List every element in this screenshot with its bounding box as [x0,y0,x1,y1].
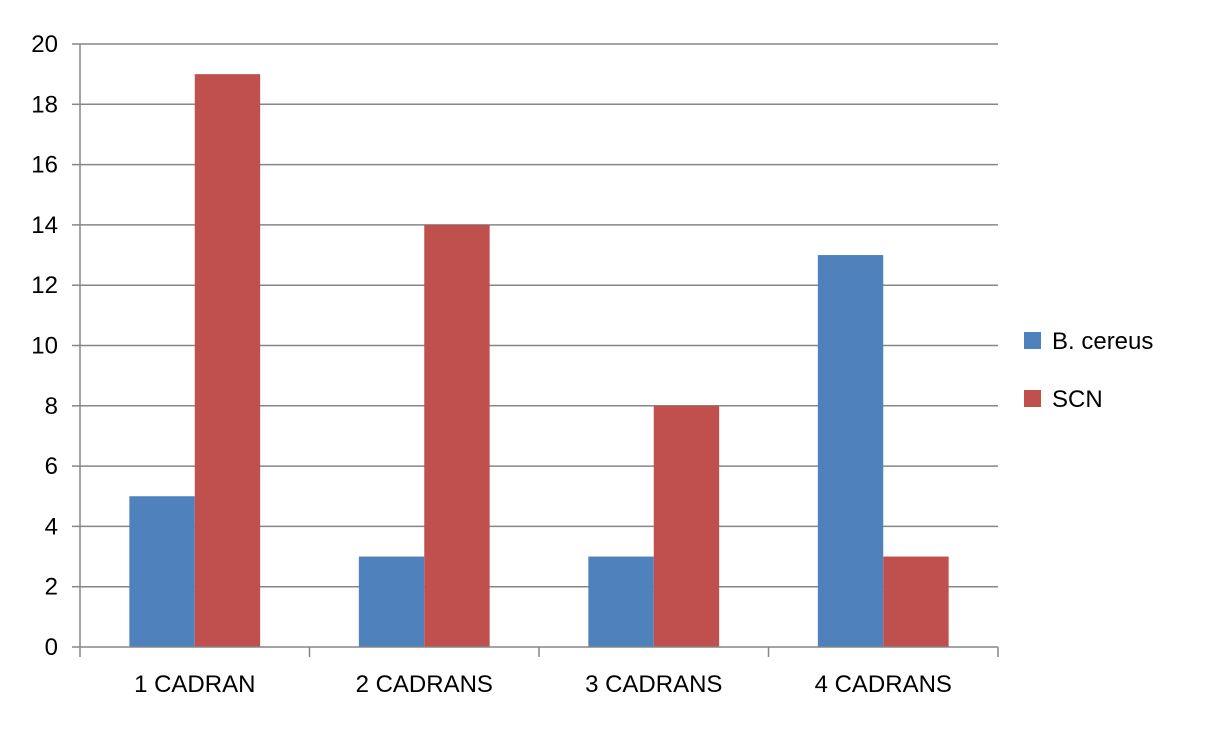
bar-scn-4 [883,556,949,647]
y-tick-label: 20 [31,31,58,58]
y-tick-label: 10 [31,333,58,360]
x-tick-label: 2 CADRANS [356,671,493,698]
y-tick-label: 8 [45,393,58,420]
bar-scn-3 [653,405,720,647]
axes [72,43,999,657]
legend-swatch [1024,332,1041,349]
bar-scn-2 [424,224,490,647]
y-tick-labels: 0 2 4 6 8 10 12 14 16 18 20 [31,31,58,661]
bar-b-cereus-3 [588,556,654,647]
y-tick-label: 14 [31,212,58,239]
legend-label: SCN [1052,386,1103,413]
bar-b-cereus-1 [129,496,195,647]
x-tick-label: 1 CADRAN [134,671,255,698]
y-tick-label: 12 [31,272,58,299]
legend-label: B. cereus [1052,328,1153,355]
y-tick-label: 0 [45,634,58,661]
bar-scn-1 [194,74,261,647]
x-tick-label: 4 CADRANS [815,671,952,698]
x-tick-labels: 1 CADRAN 2 CADRANS 3 CADRANS 4 CADRANS [134,671,952,698]
legend-swatch [1024,390,1041,407]
y-tick-label: 4 [45,513,58,540]
y-tick-label: 18 [31,91,58,118]
bar-b-cereus-2 [358,556,425,647]
y-tick-label: 16 [31,152,58,179]
bars [129,74,949,648]
bar-b-cereus-4 [817,255,884,648]
y-tick-label: 6 [45,453,58,480]
x-tick-label: 3 CADRANS [585,671,722,698]
y-tick-label: 2 [45,574,58,601]
legend: B. cereus SCN [1024,328,1153,413]
